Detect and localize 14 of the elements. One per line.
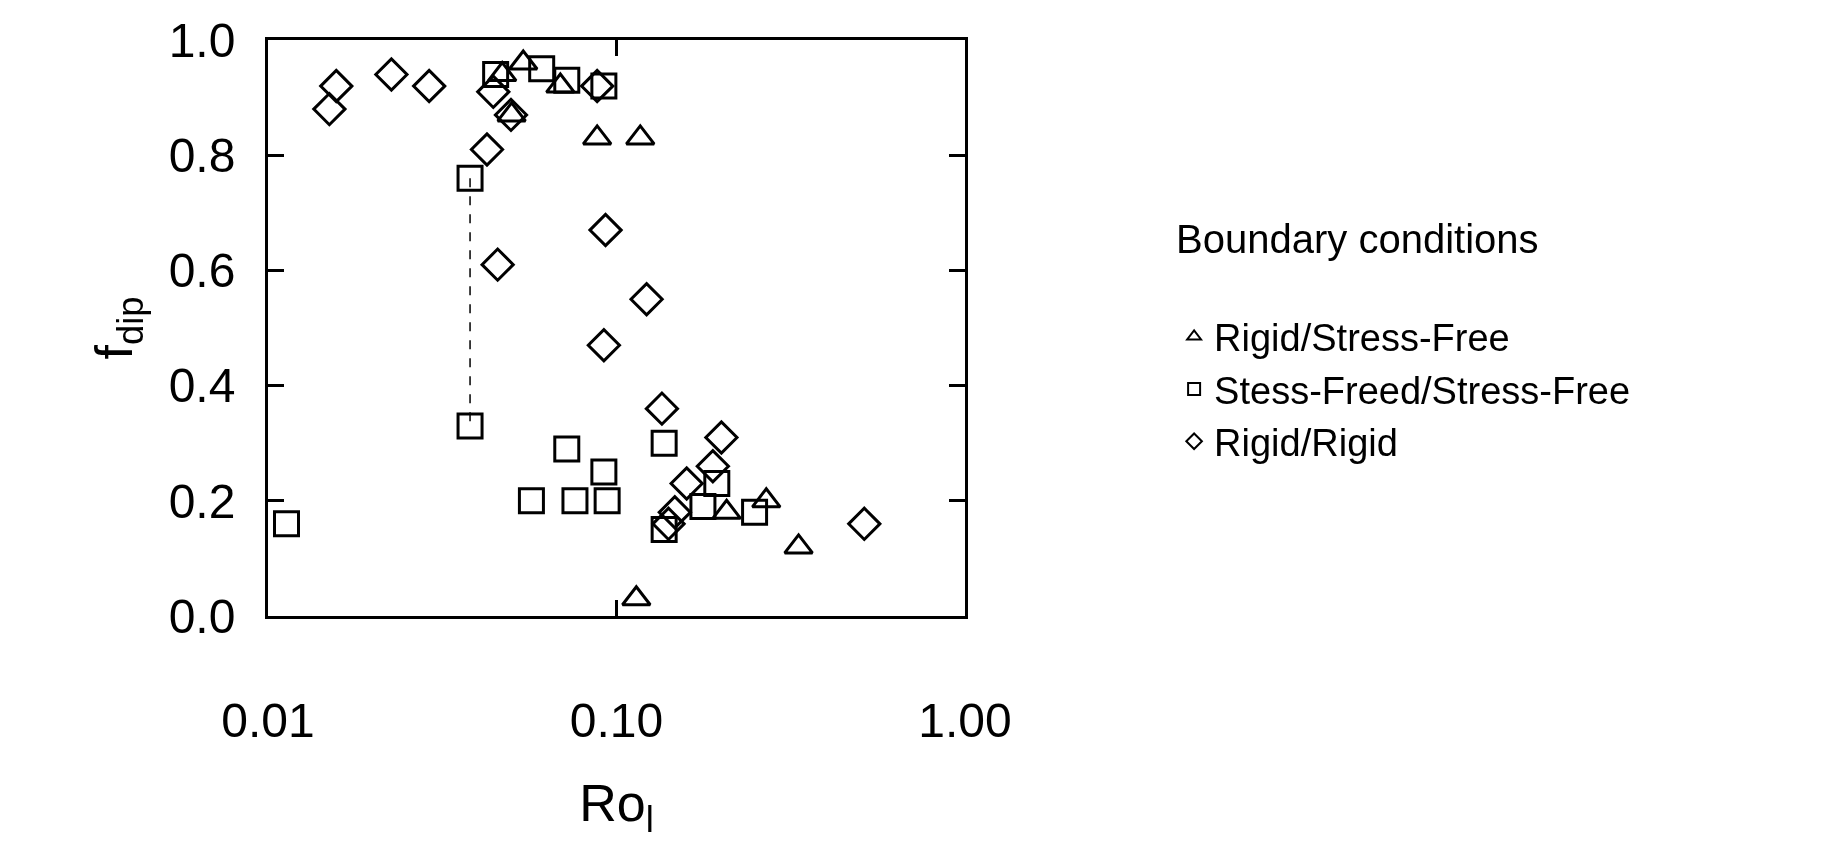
x-axis-title: Ro$_{l}$ xyxy=(579,774,654,841)
y-tick-label: 0.2 xyxy=(168,474,236,528)
x-tick-label: 0.01 xyxy=(221,693,315,747)
y-tick-label: 0.0 xyxy=(168,589,236,643)
y-tick-label: 0.6 xyxy=(168,244,236,298)
legend-label: Rigid/Stress-Free xyxy=(1214,317,1510,360)
y-tick-label: 0.8 xyxy=(168,129,236,182)
y-tick-label: 1.0 xyxy=(168,13,236,67)
x-tick-label: 1.00 xyxy=(918,693,1012,747)
legend-label: Rigid/Rigid xyxy=(1214,422,1398,465)
x-tick-label: 0.10 xyxy=(569,693,664,747)
legend-title: Boundary conditions xyxy=(1176,217,1539,262)
legend-label: Stess-Freed/Stress-Free xyxy=(1214,369,1631,412)
y-tick-label: 0.4 xyxy=(168,359,236,413)
